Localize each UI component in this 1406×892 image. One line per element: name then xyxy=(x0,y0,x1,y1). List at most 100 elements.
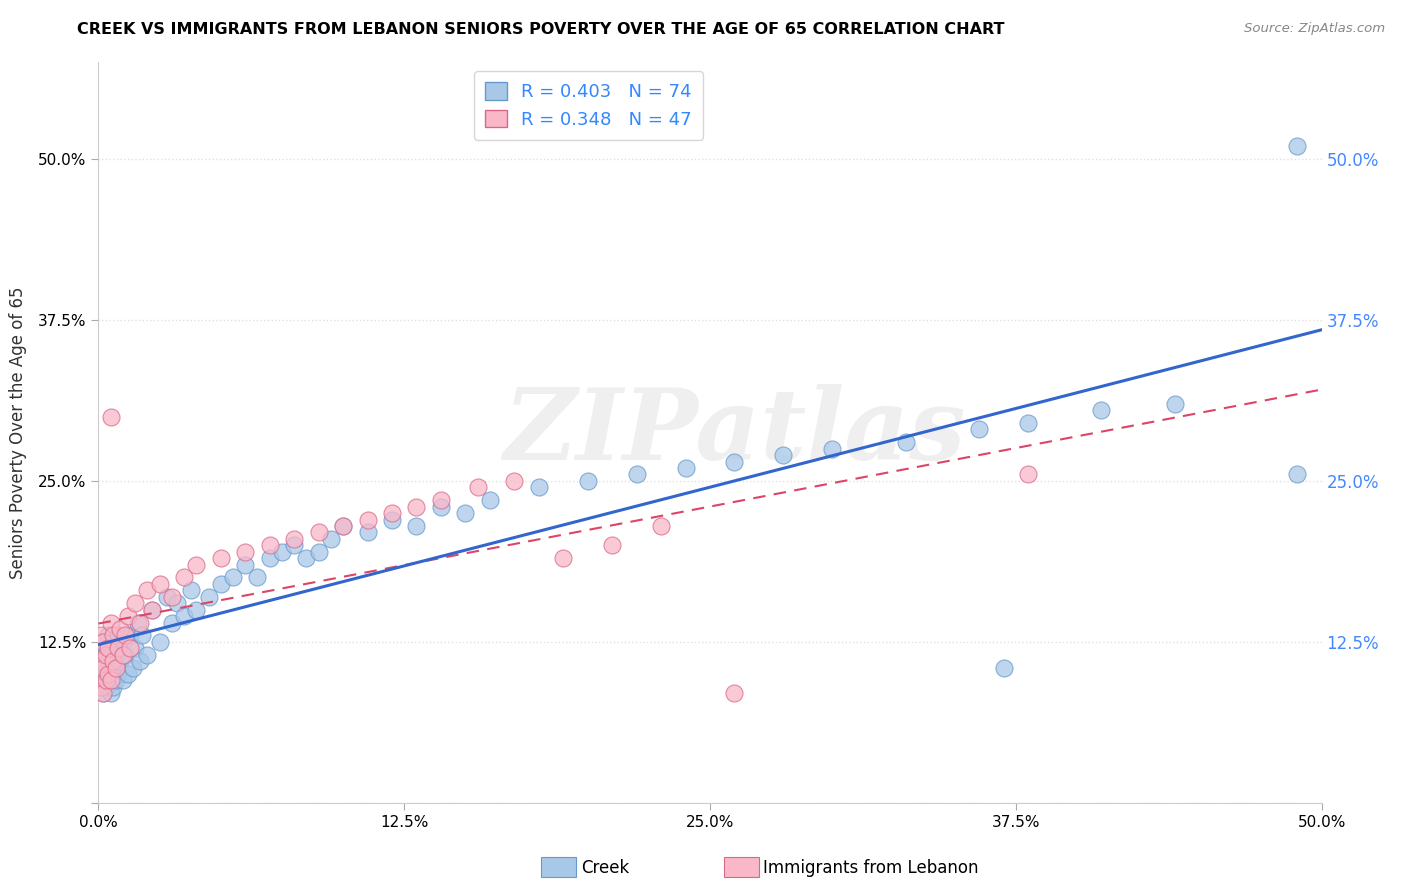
Text: ZIPatlas: ZIPatlas xyxy=(503,384,966,481)
Point xyxy=(186,602,208,616)
Point xyxy=(101,654,124,668)
Point xyxy=(90,654,112,668)
Point xyxy=(259,538,281,552)
Point xyxy=(430,493,453,508)
Point xyxy=(111,673,134,688)
Point xyxy=(723,454,745,468)
Point xyxy=(246,570,269,584)
Point xyxy=(576,474,599,488)
Point xyxy=(100,648,122,662)
Point xyxy=(100,615,122,630)
Point xyxy=(430,500,453,514)
Point xyxy=(308,545,330,559)
Point xyxy=(124,596,146,610)
Point xyxy=(91,648,114,662)
Point xyxy=(104,660,127,674)
Point xyxy=(97,641,120,656)
Point xyxy=(111,635,134,649)
Point xyxy=(121,660,143,674)
Point xyxy=(94,680,117,694)
Point xyxy=(332,519,354,533)
Point xyxy=(101,628,124,642)
Y-axis label: Seniors Poverty Over the Age of 65: Seniors Poverty Over the Age of 65 xyxy=(8,286,27,579)
Point xyxy=(94,660,117,674)
Point xyxy=(967,422,990,436)
Text: Immigrants from Lebanon: Immigrants from Lebanon xyxy=(763,859,979,877)
Point xyxy=(675,461,697,475)
Point xyxy=(503,474,526,488)
Point xyxy=(129,654,152,668)
Legend: R = 0.403   N = 74, R = 0.348   N = 47: R = 0.403 N = 74, R = 0.348 N = 47 xyxy=(474,71,703,140)
Point xyxy=(141,602,163,616)
Point xyxy=(772,448,794,462)
Point xyxy=(821,442,844,456)
Point xyxy=(100,667,122,681)
Point xyxy=(91,660,114,674)
Point xyxy=(259,551,281,566)
Point xyxy=(117,667,139,681)
Point xyxy=(233,558,256,572)
Point xyxy=(478,493,501,508)
Point xyxy=(222,570,245,584)
Point xyxy=(97,654,120,668)
Point xyxy=(405,519,427,533)
Point xyxy=(107,667,129,681)
Point xyxy=(160,615,183,630)
Point xyxy=(894,435,917,450)
Point xyxy=(94,648,117,662)
Point xyxy=(141,602,163,616)
Point xyxy=(90,680,112,694)
Point xyxy=(100,409,122,424)
Point xyxy=(104,673,127,688)
Point xyxy=(90,628,112,642)
Point xyxy=(381,506,404,520)
Point xyxy=(650,519,672,533)
Point xyxy=(136,648,159,662)
Point xyxy=(129,615,152,630)
Point xyxy=(91,686,114,700)
Point xyxy=(295,551,318,566)
Point xyxy=(626,467,648,482)
Point xyxy=(131,628,153,642)
Point xyxy=(270,545,294,559)
Point xyxy=(114,628,136,642)
Point xyxy=(110,654,132,668)
Point xyxy=(91,635,114,649)
Point xyxy=(107,628,129,642)
Point xyxy=(1286,139,1309,153)
Point xyxy=(1017,467,1039,482)
Point xyxy=(527,480,550,494)
Point xyxy=(124,641,146,656)
Point xyxy=(97,667,120,681)
Point xyxy=(209,551,232,566)
Point xyxy=(600,538,623,552)
Point xyxy=(993,660,1015,674)
Point xyxy=(166,596,188,610)
Point xyxy=(94,641,117,656)
Point xyxy=(233,545,256,559)
Point xyxy=(308,525,330,540)
Point xyxy=(283,538,305,552)
Point xyxy=(1286,467,1309,482)
Point xyxy=(381,512,404,526)
Point xyxy=(107,641,129,656)
Point xyxy=(1090,403,1112,417)
Text: CREEK VS IMMIGRANTS FROM LEBANON SENIORS POVERTY OVER THE AGE OF 65 CORRELATION : CREEK VS IMMIGRANTS FROM LEBANON SENIORS… xyxy=(77,22,1005,37)
Point xyxy=(97,628,120,642)
Point xyxy=(160,590,183,604)
Point xyxy=(467,480,489,494)
Point xyxy=(173,609,195,624)
Point xyxy=(111,648,134,662)
Point xyxy=(1164,397,1187,411)
Point xyxy=(723,686,745,700)
Text: Source: ZipAtlas.com: Source: ZipAtlas.com xyxy=(1244,22,1385,36)
Point xyxy=(100,686,122,700)
Point xyxy=(90,635,112,649)
Point xyxy=(90,673,112,688)
Point xyxy=(114,648,136,662)
Point xyxy=(136,583,159,598)
Point xyxy=(454,506,477,520)
Point xyxy=(149,635,172,649)
Point xyxy=(149,577,172,591)
Point xyxy=(94,673,117,688)
